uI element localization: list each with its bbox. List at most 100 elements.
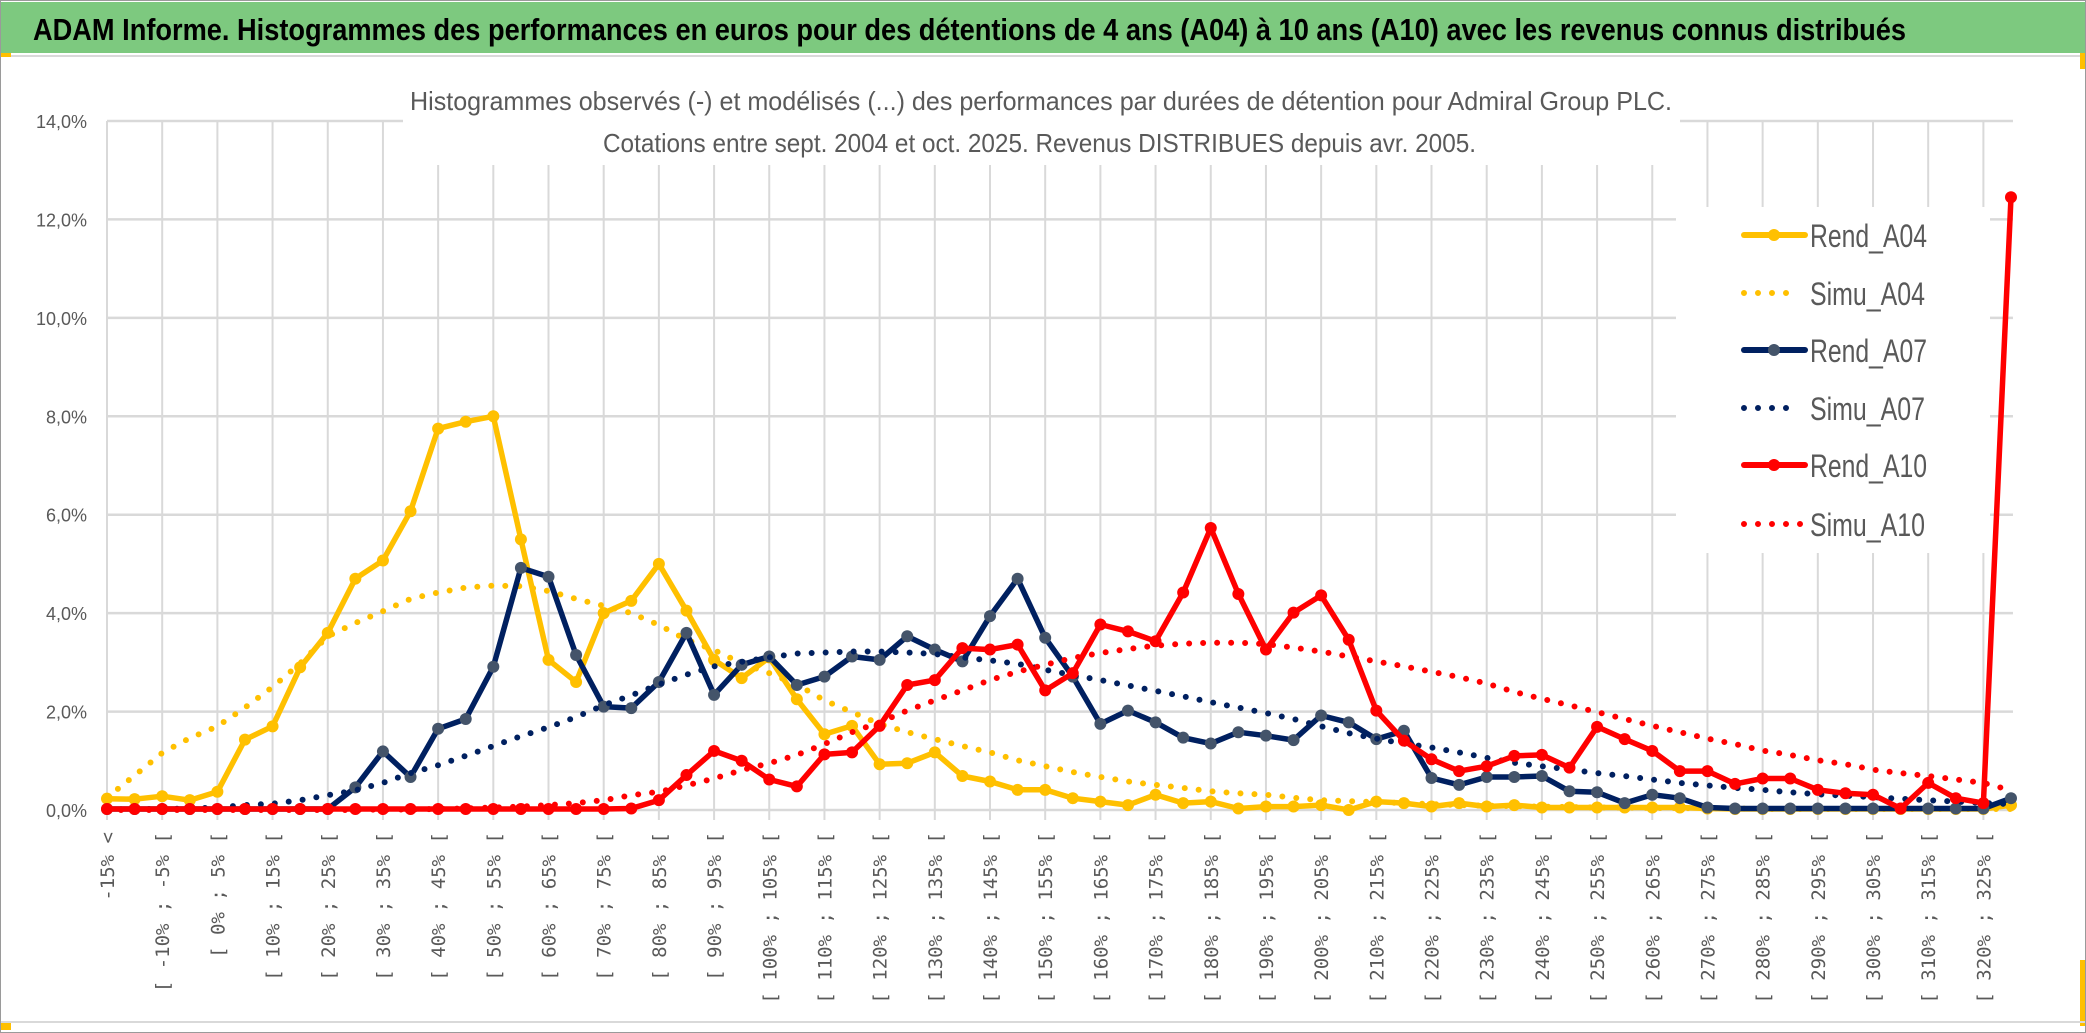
data-point [376,745,389,758]
legend-item-simu-a10: Simu_A10 [1741,507,1925,543]
data-point [1315,589,1328,602]
data-point [928,674,941,687]
data-point [432,422,445,435]
legend-marker-rend-a10 [1768,459,1780,471]
x-tick-label: [ 240% ; 245% [ [1532,832,1554,1004]
data-point [1094,795,1107,808]
data-point [1066,792,1079,805]
data-point [790,678,803,691]
data-point [625,702,638,715]
data-point [1729,802,1742,815]
data-point [1839,787,1852,800]
data-point [1949,802,1962,815]
data-point [1673,792,1686,805]
x-tick-label: [ 30% ; 35% [ [373,832,395,981]
data-point [1177,586,1190,599]
data-point [790,780,803,793]
data-point [680,626,693,639]
data-point [735,754,748,767]
data-point [1894,802,1907,815]
legend-label: Rend_A04 [1810,218,1927,254]
data-point [1011,572,1024,585]
data-point [1508,799,1521,812]
x-tick-label: [ -10% ; -5% [ [152,832,174,992]
series-line [106,413,2012,813]
data-point [1535,748,1548,761]
bottom-divider [1,1021,2085,1023]
series-rend-a07 [101,561,2017,816]
legend-label: Simu_A04 [1810,276,1925,312]
x-tick-label: [ 230% ; 235% [ [1477,832,1499,1004]
data-point [1204,737,1217,750]
series-simu-a04 [104,582,2014,812]
x-tick-label: [ 170% ; 175% [ [1146,832,1168,1004]
data-point [1508,749,1521,762]
legend-item-rend-a04: Rend_A04 [1741,218,1927,254]
chart-title-line-1: Histogrammes observés (-) et modélisés (… [410,86,1672,116]
data-point [818,728,831,741]
series-simu-a07 [104,648,2014,813]
data-point [1618,797,1631,810]
data-point [625,594,638,607]
data-point [2004,792,2017,805]
data-point [597,803,610,816]
data-point [1259,729,1272,742]
data-point [1121,704,1134,717]
x-tick-label: [ 70% ; 75% [ [594,832,616,981]
data-point [1535,801,1548,814]
x-tick-label: [ 310% ; 315% [ [1918,832,1940,1004]
series-line [104,648,2014,813]
data-point [846,746,859,759]
x-tick-label: [ 200% ; 205% [ [1311,832,1333,1004]
data-point [459,712,472,725]
data-point [2004,191,2017,204]
data-point [1287,734,1300,747]
x-tick-label: [ 100% ; 105% [ [759,832,781,1004]
data-point [1342,804,1355,816]
y-tick-label: 12,0% [36,210,87,230]
selection-handle [2080,960,2085,1026]
data-point [763,773,776,786]
data-point [984,643,997,656]
data-point [570,803,583,816]
data-point [1508,771,1521,784]
x-tick-label: [ 260% ; 265% [ [1642,832,1664,1004]
y-tick-label: 6,0% [46,506,87,526]
x-tick-label: [ 130% ; 135% [ [925,832,947,1004]
data-point [1867,802,1880,815]
legend-label: Simu_A07 [1810,391,1925,427]
data-point [432,722,445,735]
data-point [956,642,969,655]
data-point [487,660,500,673]
data-point [1591,786,1604,799]
data-point [1591,720,1604,733]
legend-item-simu-a07: Simu_A07 [1741,391,1925,427]
x-tick-label: [ 210% ; 215% [ [1366,832,1388,1004]
data-point [1259,643,1272,656]
data-point [1315,709,1328,722]
x-tick-label: [ 50% ; 55% [ [483,832,505,981]
data-point [956,770,969,783]
data-point [1094,618,1107,631]
data-point [1232,802,1245,815]
data-point [1453,778,1466,791]
data-point [1011,783,1024,796]
data-point [1673,801,1686,814]
data-point [1039,631,1052,644]
x-axis-labels: -15% < [ -10% ; -5% [[ 0% ; 5% [[ 10% ; 1… [97,832,1995,1004]
x-tick-label: [ 300% ; 305% [ [1863,832,1885,1004]
data-point [542,803,555,816]
x-tick-label: [ 90% ; 95% [ [704,832,726,981]
data-point [487,410,500,423]
x-tick-label: -15% < [97,832,119,901]
data-point [1591,801,1604,814]
data-point [1149,716,1162,729]
data-point [1784,772,1797,785]
y-tick-label: 0,0% [46,801,87,821]
data-point [1922,776,1935,789]
selection-handle [1,1022,11,1030]
data-point [349,572,362,585]
data-point [846,719,859,732]
series-line [107,197,2014,812]
data-point [1342,633,1355,646]
